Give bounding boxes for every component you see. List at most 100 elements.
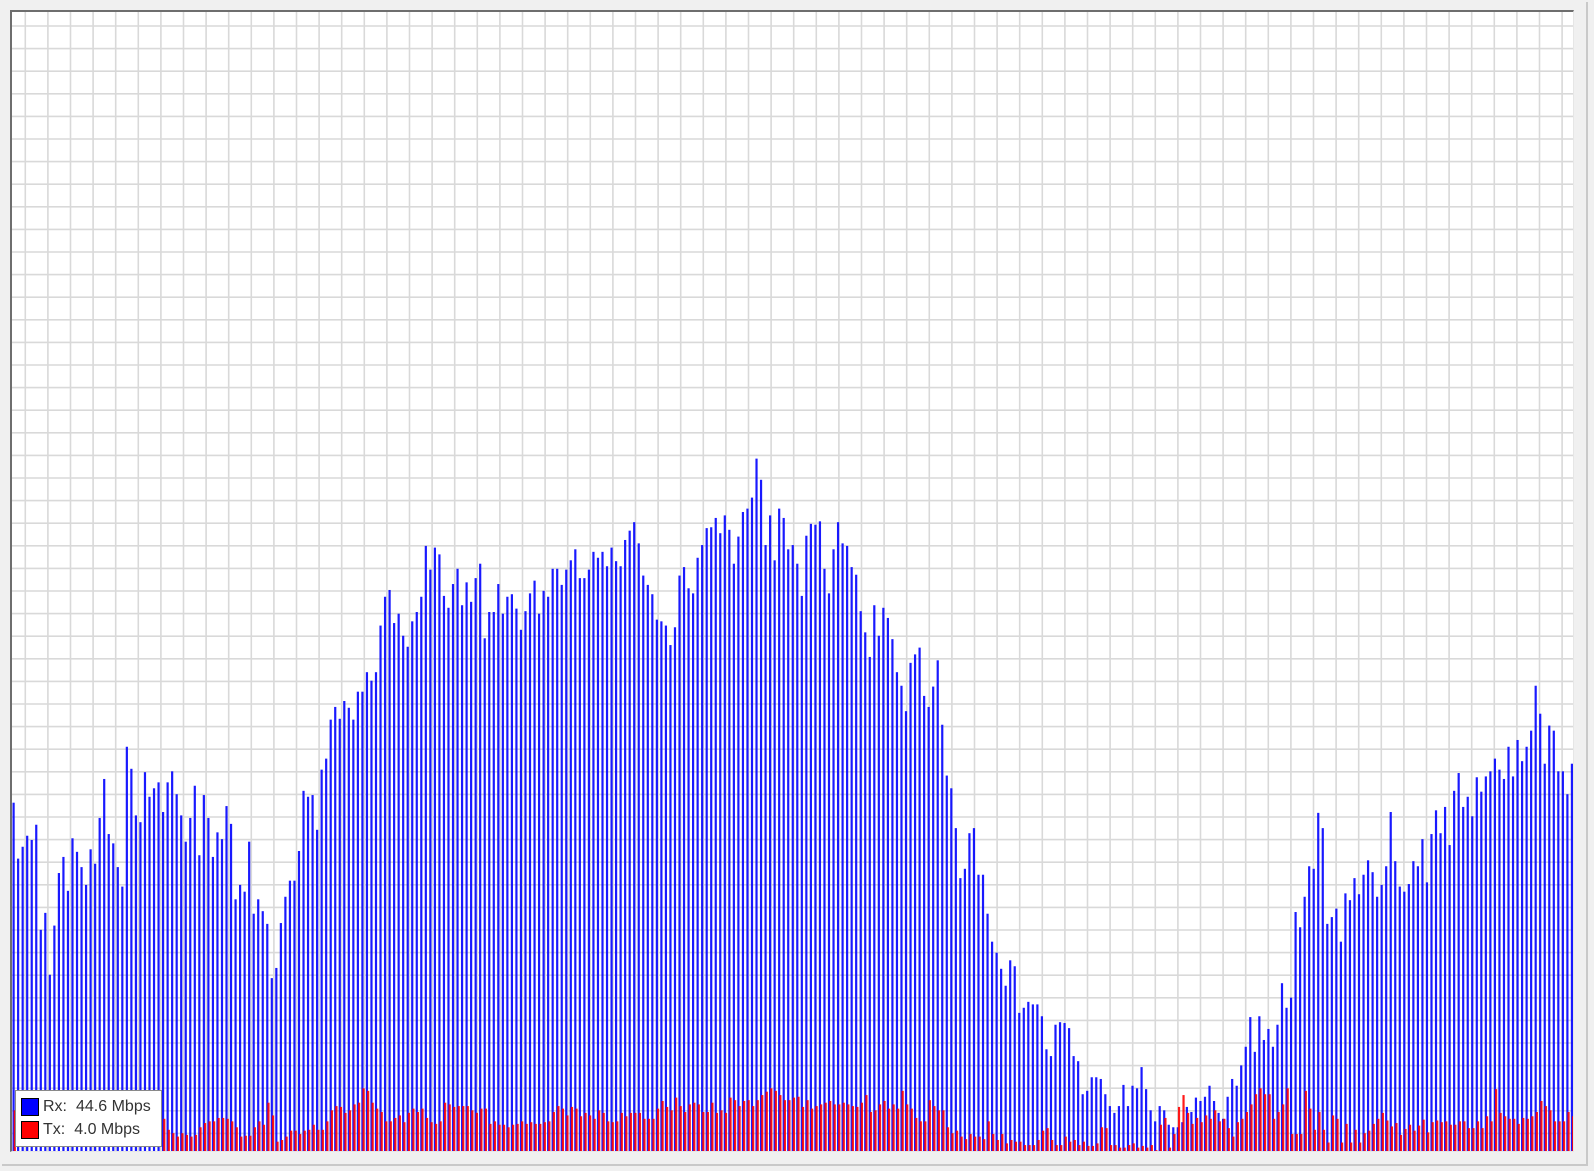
tx-bar <box>439 1121 442 1151</box>
rx-bar <box>166 782 169 1151</box>
tx-bar <box>992 1134 995 1151</box>
tx-bar <box>842 1102 845 1151</box>
tx-bar <box>326 1121 329 1151</box>
rx-bar <box>601 551 604 1151</box>
rx-bar <box>728 529 731 1151</box>
tx-bar <box>915 1117 918 1151</box>
tx-bar <box>897 1108 900 1151</box>
tx-bar <box>1023 1145 1027 1151</box>
tx-bar <box>1377 1118 1380 1151</box>
rx-bar <box>628 530 631 1151</box>
rx-bar <box>682 567 686 1151</box>
tx-bar <box>983 1139 986 1151</box>
tx-bar <box>919 1121 922 1151</box>
rx-bar <box>655 619 658 1151</box>
tx-bar <box>194 1134 198 1151</box>
rx-bar <box>850 567 853 1151</box>
rx-bar <box>882 607 885 1151</box>
rx-bar <box>39 929 42 1151</box>
tx-bar <box>466 1106 469 1151</box>
tx-bar <box>1069 1141 1072 1151</box>
tx-bar <box>1531 1116 1534 1151</box>
rx-bar <box>1063 1023 1066 1151</box>
tx-bar <box>308 1129 311 1151</box>
tx-bar <box>688 1104 691 1151</box>
rx-bar <box>750 497 754 1151</box>
rx-bar <box>57 873 60 1151</box>
tx-bar <box>955 1130 959 1151</box>
tx-bar <box>1245 1112 1249 1151</box>
rx-bar <box>1457 773 1460 1151</box>
tx-bar <box>584 1112 587 1151</box>
rx-bar <box>737 536 740 1151</box>
tx-bar <box>235 1127 238 1151</box>
rx-bar <box>565 569 568 1151</box>
tx-bar <box>1427 1132 1430 1151</box>
rx-bar <box>950 788 953 1151</box>
rx-bar <box>1163 1110 1166 1151</box>
tx-bar <box>489 1123 492 1151</box>
rx-bar <box>1262 1039 1265 1151</box>
rx-bar <box>465 582 468 1151</box>
rx-bar <box>1244 1046 1247 1151</box>
tx-bar <box>1331 1115 1335 1151</box>
rx-bar <box>338 718 341 1151</box>
tx-bar <box>1340 1142 1344 1151</box>
tx-bar <box>1232 1136 1235 1151</box>
rx-bar <box>642 575 645 1151</box>
tx-bar <box>348 1110 352 1151</box>
tx-bar <box>1100 1127 1104 1151</box>
tx-bar <box>1440 1122 1443 1151</box>
rx-bar <box>519 629 523 1151</box>
tx-bar <box>1526 1118 1529 1151</box>
rx-bar <box>424 545 427 1151</box>
rx-bar <box>1493 758 1497 1151</box>
rx-bar <box>1389 812 1392 1151</box>
tx-bar <box>1064 1136 1067 1151</box>
tx-bar <box>779 1095 782 1151</box>
tx-bar <box>1001 1134 1004 1151</box>
rx-bar <box>189 817 192 1151</box>
tx-bar <box>788 1100 791 1151</box>
tx-bar <box>1019 1141 1022 1151</box>
rx-bar <box>710 527 713 1151</box>
rx-bar <box>1253 1051 1256 1151</box>
tx-bar <box>1418 1125 1421 1151</box>
tx-bar <box>1558 1121 1561 1151</box>
tx-bar <box>1313 1129 1317 1151</box>
rx-bar <box>759 479 763 1151</box>
rx-bar <box>624 539 627 1151</box>
tx-bar <box>244 1135 247 1151</box>
rx-bar <box>1330 917 1333 1151</box>
tx-bar <box>924 1121 927 1151</box>
tx-bar <box>1327 1142 1330 1151</box>
tx-bar <box>625 1116 628 1151</box>
rx-current-value: 44.6 Mbps <box>76 1098 151 1115</box>
tx-bar <box>833 1104 836 1151</box>
rx-bar <box>1443 806 1447 1151</box>
tx-bar <box>883 1100 886 1151</box>
tx-bar <box>1010 1139 1013 1151</box>
tx-bar <box>557 1106 560 1151</box>
tx-bar <box>806 1100 809 1151</box>
tx-bar <box>1499 1112 1502 1151</box>
tx-bar <box>1055 1145 1058 1151</box>
tx-bar <box>1186 1112 1190 1151</box>
rx-bar <box>1421 839 1424 1151</box>
rx-bar <box>139 822 142 1151</box>
rx-bar <box>1276 1024 1279 1151</box>
rx-bar <box>1380 884 1383 1151</box>
rx-bar <box>198 855 201 1151</box>
rx-bar <box>1217 1112 1220 1151</box>
tx-bar <box>516 1123 519 1151</box>
tx-bar <box>1005 1143 1008 1151</box>
tx-bar <box>1458 1121 1461 1151</box>
rx-bar <box>211 856 215 1151</box>
rx-bar <box>1040 1016 1044 1151</box>
rx-bar <box>510 594 513 1151</box>
tx-bar <box>743 1100 746 1151</box>
rx-bar <box>53 925 56 1151</box>
tx-bar <box>729 1097 732 1151</box>
rx-bar <box>1113 1112 1116 1151</box>
rx-bar <box>293 880 296 1151</box>
